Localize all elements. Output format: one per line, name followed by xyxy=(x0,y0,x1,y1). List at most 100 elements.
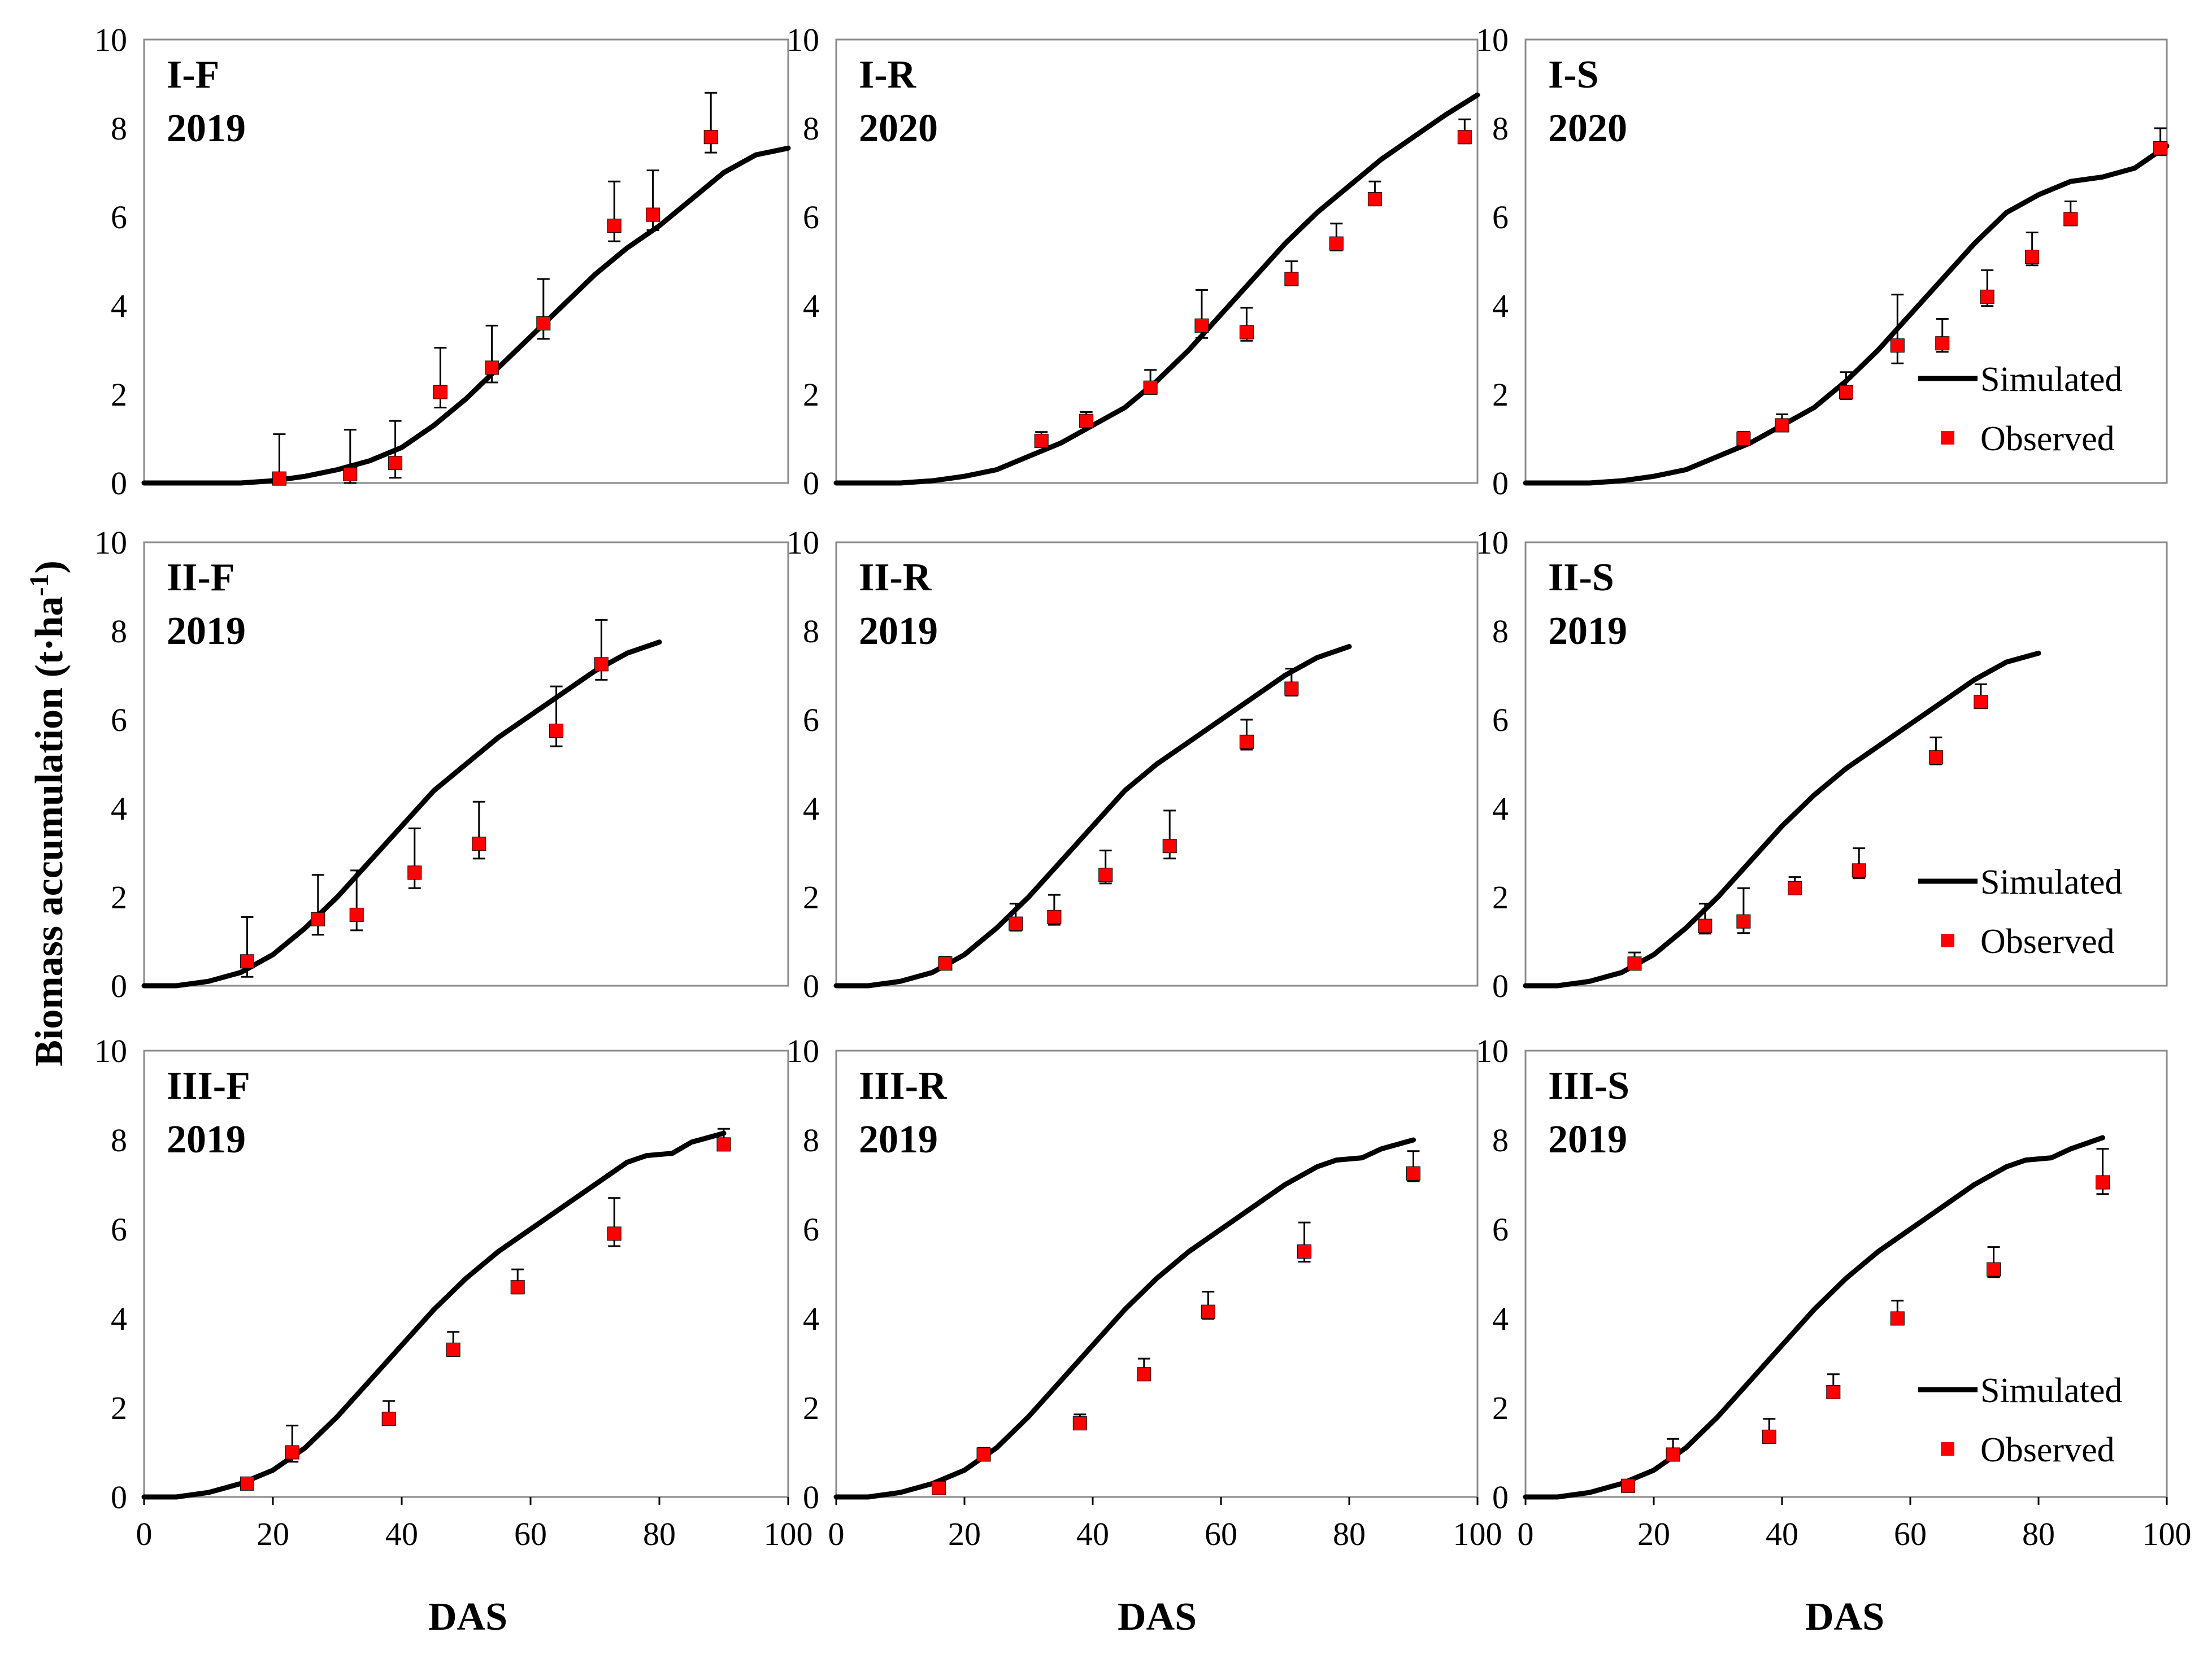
observed-point xyxy=(1980,269,1994,307)
simulated-line xyxy=(833,1137,1416,1500)
legend: Simulated Observed xyxy=(1918,1372,2122,1469)
observed-marker xyxy=(1980,289,1994,304)
observed-marker xyxy=(938,956,953,971)
observed-marker xyxy=(1762,1429,1776,1444)
observed-point xyxy=(272,433,286,486)
panel-ii-f: 0 2 4 6 8 10 II-F 2019 xyxy=(94,524,789,1004)
panel-frame xyxy=(143,38,789,484)
observed-marker xyxy=(1367,192,1382,207)
observed-marker xyxy=(1284,272,1299,286)
observed-marker xyxy=(536,316,551,330)
legend: Simulated Observed xyxy=(1918,863,2122,961)
panel-title: II-R xyxy=(859,556,932,599)
observed-marker xyxy=(1775,418,1789,433)
simulated-line xyxy=(833,644,1352,989)
observed-point xyxy=(1162,809,1177,860)
observed-marker xyxy=(1406,1166,1420,1181)
y-tick-label: 2 xyxy=(111,376,127,413)
x-tick-label: 60 xyxy=(514,1516,547,1552)
observed-marker xyxy=(472,837,486,851)
y-tick-label: 8 xyxy=(1492,1122,1509,1159)
observed-point xyxy=(2096,1148,2110,1195)
simulated-line xyxy=(833,92,1480,486)
panel-year: 2020 xyxy=(1548,107,1627,150)
observed-point xyxy=(549,685,564,747)
observed-point xyxy=(1194,289,1209,339)
y-tick-label: 4 xyxy=(1492,790,1509,827)
y-tick-label: 6 xyxy=(803,1211,819,1248)
observed-marker xyxy=(1239,325,1254,339)
y-tick-label: 0 xyxy=(803,968,819,1004)
observed-marker xyxy=(1194,318,1209,333)
y-axis-title-main: Biomass accumulation (t·ha xyxy=(28,597,71,1067)
panel-i-s: 0 2 4 6 8 10 I-S 2020 Simulated Observed xyxy=(1476,21,2170,502)
y-tick-label: 8 xyxy=(803,1122,819,1159)
x-tick-label: 100 xyxy=(2143,1516,2192,1552)
y-tick-label: 8 xyxy=(111,1122,127,1159)
observed-marker xyxy=(1935,336,1950,351)
legend-simulated-label: Simulated xyxy=(1980,360,2122,399)
observed-marker xyxy=(1890,338,1905,353)
observed-marker xyxy=(1457,130,1472,145)
observed-marker xyxy=(1072,1416,1087,1431)
observed-point xyxy=(1297,1221,1312,1263)
panel-frame xyxy=(835,1050,1479,1498)
observed-marker xyxy=(240,954,254,969)
y-tick-label: 10 xyxy=(94,21,127,58)
x-tick-label: 60 xyxy=(1205,1516,1237,1552)
observed-marker xyxy=(1666,1447,1680,1462)
observed-point xyxy=(646,169,660,232)
x-tick-label: 60 xyxy=(1894,1516,1927,1552)
observed-point xyxy=(240,1476,254,1491)
observed-marker xyxy=(1852,863,1866,878)
observed-marker xyxy=(1974,695,1988,710)
observed-point xyxy=(2153,127,2168,156)
panel-year: 2020 xyxy=(859,107,938,150)
observed-marker xyxy=(1928,750,1943,765)
x-tick-label: 80 xyxy=(643,1516,676,1552)
panel-year: 2019 xyxy=(167,107,246,150)
y-tick-label: 0 xyxy=(1492,968,1509,1004)
observed-point xyxy=(1329,223,1344,251)
observed-marker xyxy=(388,456,403,471)
y-tick-label: 4 xyxy=(1492,1300,1509,1337)
observed-point xyxy=(1935,318,1950,353)
observed-marker xyxy=(1826,1385,1841,1399)
y-tick-label: 2 xyxy=(111,879,127,916)
x-tick-label: 40 xyxy=(1076,1516,1109,1552)
observed-point xyxy=(485,324,499,384)
observed-marker xyxy=(1047,909,1062,924)
y-tick-label: 4 xyxy=(111,1300,127,1337)
y-tick-label: 0 xyxy=(111,465,127,502)
y-tick-label: 2 xyxy=(803,1390,819,1426)
observed-marker xyxy=(1034,433,1049,448)
observed-point xyxy=(932,1481,946,1495)
simulated-line xyxy=(141,1130,727,1500)
y-tick-label: 0 xyxy=(1492,1479,1509,1516)
panel-title: I-F xyxy=(167,53,219,97)
observed-marker xyxy=(594,657,609,672)
observed-marker xyxy=(285,1445,299,1460)
observed-point xyxy=(1826,1373,1841,1399)
observed-point xyxy=(1928,736,1943,765)
observed-point xyxy=(1890,293,1905,364)
y-tick-label: 0 xyxy=(1492,465,1509,502)
observed-marker xyxy=(549,724,564,738)
observed-marker xyxy=(2063,212,2078,227)
observed-point xyxy=(1852,847,1866,880)
y-tick-label: 0 xyxy=(111,968,127,1004)
y-tick-label: 10 xyxy=(786,1033,819,1069)
y-tick-label: 8 xyxy=(111,110,127,147)
y-tick-label: 10 xyxy=(94,1033,127,1069)
legend-observed-swatch xyxy=(1941,934,1954,947)
observed-marker xyxy=(1698,919,1713,933)
observed-marker xyxy=(343,467,358,481)
observed-point xyxy=(2025,231,2040,267)
y-axis-title-sup: -1 xyxy=(24,574,54,597)
observed-point xyxy=(1736,887,1751,934)
y-tick-label: 0 xyxy=(803,465,819,502)
observed-marker xyxy=(2096,1175,2110,1190)
y-tick-label: 2 xyxy=(111,1390,127,1426)
